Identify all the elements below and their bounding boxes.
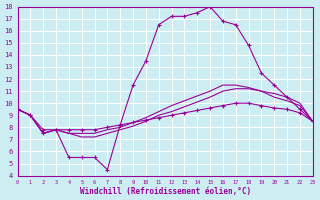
X-axis label: Windchill (Refroidissement éolien,°C): Windchill (Refroidissement éolien,°C) — [80, 187, 251, 196]
